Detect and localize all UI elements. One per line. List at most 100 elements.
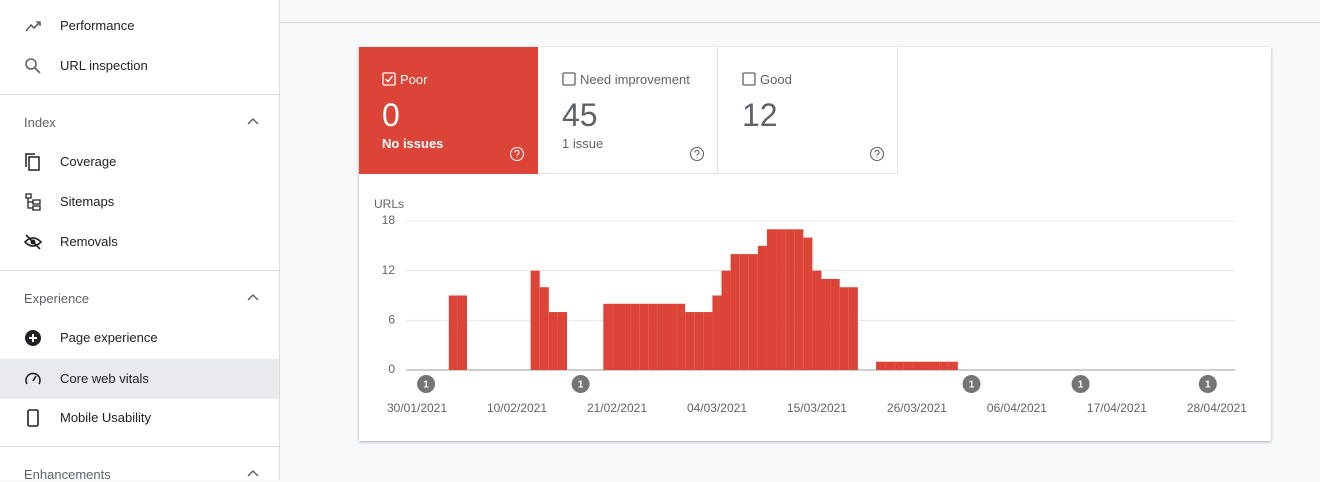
nav-item[interactable]: Removals xyxy=(0,222,279,262)
checkbox[interactable] xyxy=(742,72,756,86)
nav-label: Performance xyxy=(60,18,135,33)
bar xyxy=(448,295,458,370)
bar xyxy=(730,254,740,370)
help-glyph xyxy=(874,149,880,158)
annotation-marker xyxy=(1071,375,1090,393)
checkbox[interactable] xyxy=(382,72,396,86)
help-icon[interactable] xyxy=(509,146,525,162)
bar xyxy=(803,237,813,370)
bar xyxy=(603,303,613,370)
bar xyxy=(548,312,558,370)
section-title[interactable]: Index xyxy=(24,115,56,130)
icon xyxy=(25,58,41,74)
bar xyxy=(721,270,731,370)
summary-tab[interactable]: Poor 0 No issues xyxy=(359,47,538,174)
nav-item[interactable]: Performance xyxy=(0,6,279,46)
annotation-marker xyxy=(571,375,590,393)
bar xyxy=(712,295,722,370)
bar xyxy=(812,270,822,370)
nav-label: Sitemaps xyxy=(60,194,115,209)
bar xyxy=(457,295,467,370)
bar xyxy=(885,361,895,370)
summary-tab[interactable]: Good 12 xyxy=(719,47,898,174)
tab-label: Need improvement xyxy=(580,72,690,87)
bar xyxy=(657,303,667,370)
bar xyxy=(794,229,804,370)
bar xyxy=(912,361,922,370)
x-tick-label: 06/04/2021 xyxy=(987,401,1047,415)
nav-label: URL inspection xyxy=(60,58,148,73)
x-tick-label: 28/04/2021 xyxy=(1187,401,1247,415)
tab-label: Poor xyxy=(400,72,428,87)
nav-item[interactable]: Mobile Usability xyxy=(0,398,279,438)
help-glyph xyxy=(694,149,700,158)
nav-item[interactable]: Sitemaps xyxy=(0,182,279,222)
nav-item[interactable]: Coverage xyxy=(0,142,279,182)
bar xyxy=(676,303,686,370)
x-tick-label: 30/01/2021 xyxy=(387,401,447,415)
x-tick-label: 04/03/2021 xyxy=(687,401,747,415)
bar xyxy=(876,361,886,370)
bar xyxy=(921,361,931,370)
nav-label: Coverage xyxy=(60,154,117,169)
checkbox-box xyxy=(562,72,576,86)
checkbox-box xyxy=(742,72,756,86)
bar xyxy=(685,312,695,370)
bar xyxy=(939,361,949,370)
icon xyxy=(25,193,41,211)
tab-note: No issues xyxy=(382,136,444,151)
annotation-label: 1 xyxy=(423,380,429,391)
bar xyxy=(530,270,540,370)
chart: URLs 06121830/01/2021110/02/2021121/02/2… xyxy=(374,197,1247,415)
checkbox[interactable] xyxy=(562,72,576,86)
tab-note: 1 issue xyxy=(562,136,604,151)
section-title[interactable]: Enhancements xyxy=(24,467,111,482)
nav-item[interactable]: Page experience xyxy=(0,318,279,358)
tab-label: Good xyxy=(760,72,792,87)
icon xyxy=(25,153,40,171)
bar xyxy=(830,278,840,370)
help-glyph xyxy=(514,149,520,158)
bar xyxy=(648,303,658,370)
bar xyxy=(821,278,831,370)
icon xyxy=(25,372,41,385)
annotation-marker xyxy=(417,375,436,393)
annotation-label: 1 xyxy=(1205,380,1211,391)
top-band xyxy=(280,0,1320,23)
chevron[interactable] xyxy=(247,293,259,303)
tab-count: 12 xyxy=(742,97,778,133)
bar xyxy=(948,361,958,370)
annotation-label: 1 xyxy=(969,380,975,391)
bar xyxy=(894,361,904,370)
nav-item[interactable]: URL inspection xyxy=(0,46,279,86)
annotation-label: 1 xyxy=(578,380,584,391)
bar xyxy=(557,312,567,370)
bar xyxy=(612,303,622,370)
y-tick-label: 0 xyxy=(388,362,395,376)
section-title[interactable]: Experience xyxy=(24,291,90,306)
nav-item-selected[interactable]: Core web vitals xyxy=(0,359,279,399)
checkbox-box xyxy=(382,72,396,86)
annotation-marker xyxy=(962,375,981,393)
y-tick-label: 18 xyxy=(382,213,396,227)
bar xyxy=(621,303,631,370)
help-icon[interactable] xyxy=(869,146,885,162)
bar xyxy=(639,303,649,370)
y-axis-label: URLs xyxy=(374,197,404,211)
help-icon[interactable] xyxy=(689,146,705,162)
checkmark xyxy=(384,75,394,83)
bar xyxy=(757,245,767,370)
help-circle xyxy=(869,146,885,162)
annotation-marker xyxy=(1198,375,1217,393)
bar xyxy=(839,287,849,370)
y-tick-label: 6 xyxy=(388,313,395,327)
chevron[interactable] xyxy=(247,117,259,127)
card: URLs 0 6 12 18 30/01/2021 1 10/02/2021 1 21/02/2… xyxy=(359,47,1271,441)
chevron[interactable] xyxy=(247,469,259,479)
summary-tab[interactable]: Need improvement 45 1 issue xyxy=(539,47,718,174)
bar xyxy=(848,287,858,370)
bar xyxy=(694,312,704,370)
icon xyxy=(25,21,41,32)
sidebar: Performance URL inspection Index Coverag… xyxy=(0,0,280,482)
